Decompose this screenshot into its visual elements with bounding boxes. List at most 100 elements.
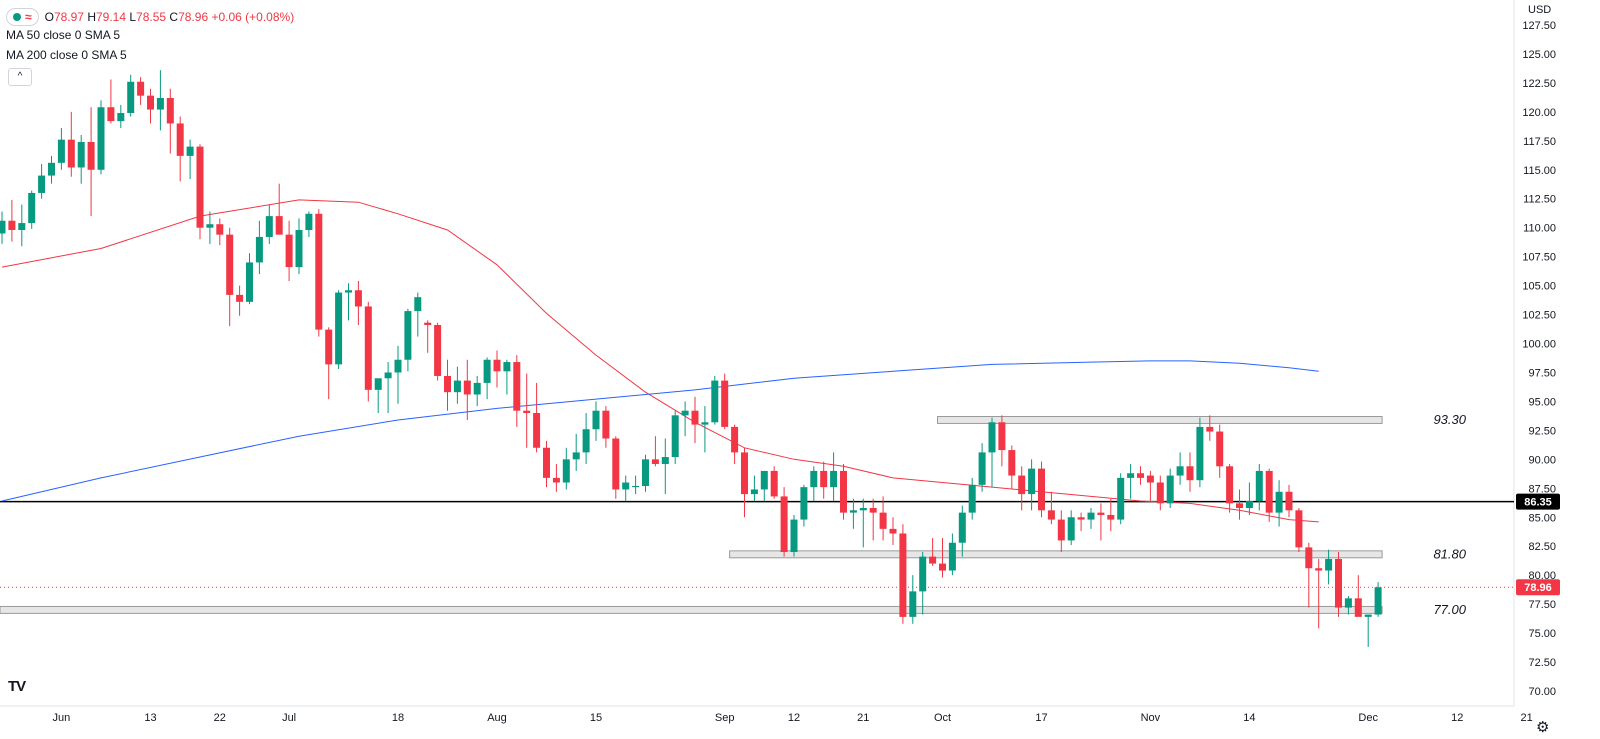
candle-body	[582, 429, 590, 453]
candle-body	[1067, 517, 1075, 541]
candle-body	[18, 223, 26, 231]
candle-body	[1335, 558, 1342, 608]
candle-body	[28, 192, 36, 224]
candle-body	[661, 457, 669, 464]
ma50-legend[interactable]: MA 50 close 0 SMA 5	[6, 28, 121, 42]
candle-body	[1057, 519, 1065, 541]
candle-body	[246, 262, 253, 302]
candle-body	[0, 220, 6, 234]
y-tick-label: 115.00	[1523, 165, 1556, 177]
candle-body	[998, 422, 1006, 451]
candle-body	[592, 410, 600, 430]
zone-label: 77.00	[1433, 602, 1466, 617]
y-tick-label: 90.00	[1528, 454, 1556, 466]
ma200-legend[interactable]: MA 200 close 0 SMA 5	[6, 48, 127, 62]
x-tick-label: Dec	[1358, 712, 1378, 724]
chevron-up-icon[interactable]: ^	[8, 68, 32, 86]
candle-body	[147, 95, 154, 110]
candle-body	[424, 322, 432, 325]
candle-body	[642, 459, 649, 486]
x-tick-label: Jul	[282, 712, 296, 724]
candle-body	[948, 542, 956, 571]
y-tick-label: 127.50	[1522, 20, 1556, 32]
x-tick-label: Aug	[487, 712, 507, 724]
candle-body	[255, 236, 263, 263]
candle-body	[800, 487, 808, 520]
x-tick-label: 17	[1035, 712, 1047, 724]
candle-body	[1354, 598, 1362, 617]
candle-body	[711, 380, 719, 423]
zone-rect	[0, 605, 1383, 614]
x-tick-label: 18	[392, 712, 404, 724]
candle-body	[335, 292, 343, 365]
candle-body	[1077, 517, 1085, 520]
candle-body	[137, 81, 145, 96]
candle-body	[612, 438, 620, 490]
candle-body	[1275, 491, 1283, 513]
candle-body	[1325, 558, 1333, 571]
zone-label: 81.80	[1433, 546, 1466, 561]
x-tick-label: 15	[590, 712, 602, 724]
candle-body	[780, 496, 788, 553]
candle-body	[453, 380, 461, 393]
candle-body	[117, 113, 125, 122]
green-dot-icon	[13, 13, 21, 21]
candle-body	[572, 452, 580, 460]
y-tick-label: 105.00	[1522, 281, 1556, 293]
candle-body	[226, 234, 234, 295]
y-tick-label: 70.00	[1528, 686, 1556, 698]
candle-body	[523, 410, 531, 414]
candle-body	[463, 380, 471, 395]
y-tick-label: 122.50	[1522, 78, 1556, 90]
candle-body	[87, 141, 95, 170]
y-tick-label: 107.50	[1522, 252, 1556, 264]
hline-price-tag	[1516, 493, 1560, 510]
candle-body	[810, 470, 818, 488]
candle-body	[543, 447, 550, 478]
y-tick-label: 125.00	[1522, 49, 1556, 61]
candle-body	[1156, 482, 1164, 504]
candle-body	[533, 413, 541, 448]
candle-body	[1236, 503, 1243, 508]
candle-body	[196, 146, 204, 228]
candle-body	[236, 294, 244, 302]
candle-body	[1216, 431, 1224, 467]
status-pill[interactable]: ≈	[6, 8, 39, 26]
candle-body	[671, 415, 679, 458]
candle-body	[354, 290, 362, 307]
candle-body	[1176, 466, 1184, 476]
candle-body	[1226, 466, 1234, 504]
candle-body	[206, 224, 214, 228]
y-tick-label: 92.50	[1528, 425, 1556, 437]
candle-body	[1305, 547, 1313, 569]
candle-body	[978, 452, 986, 485]
close-value: 78.96	[178, 10, 209, 24]
currency-label[interactable]: USD	[1528, 4, 1552, 16]
candle-body	[859, 507, 867, 511]
candle-body	[1137, 473, 1144, 478]
candle-body	[483, 359, 491, 383]
candle-body	[562, 459, 570, 483]
gear-icon[interactable]: ⚙	[1536, 719, 1550, 736]
zone-label: 93.30	[1433, 412, 1466, 427]
candle-body	[790, 519, 798, 553]
candle-body	[889, 528, 897, 534]
candle-body	[840, 470, 847, 513]
candle-body	[1107, 514, 1115, 520]
candle-body	[1186, 466, 1194, 481]
candle-body	[988, 422, 996, 453]
candle-body	[1146, 475, 1154, 483]
change-value: +0.06 (+0.08%)	[211, 10, 295, 24]
candle-body	[364, 306, 372, 390]
y-tick-label: 87.50	[1528, 483, 1556, 495]
candle-body	[849, 510, 857, 513]
candle-body	[1295, 510, 1303, 548]
candle-body	[444, 375, 451, 393]
candle-body	[57, 139, 65, 163]
candle-body	[879, 512, 887, 529]
x-tick-label: 21	[1520, 712, 1532, 724]
candle-body	[374, 378, 382, 390]
candle-body	[958, 512, 966, 543]
candle-body	[552, 477, 560, 483]
